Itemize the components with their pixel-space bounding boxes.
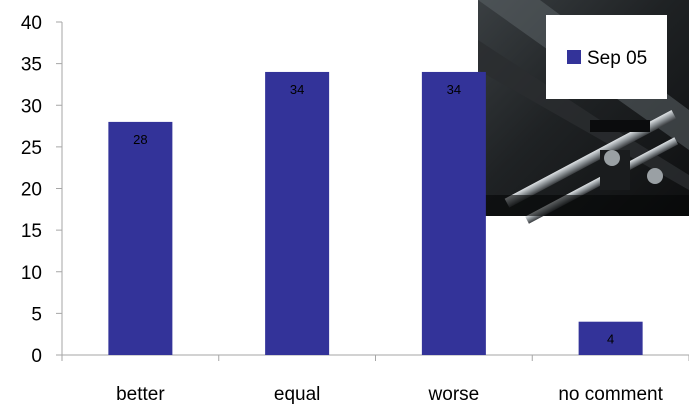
y-tick-label: 5 [31, 304, 42, 325]
data-label: 34 [447, 82, 461, 97]
legend-swatch [567, 50, 581, 64]
y-tick-label: 35 [21, 55, 42, 76]
labels: 0 5 10 15 20 25 30 35 40 28 better 34 equal 34 worse 4 n… [21, 13, 664, 405]
data-label: 4 [607, 332, 614, 347]
y-tick-label: 0 [31, 346, 42, 367]
bar-better [108, 121, 173, 356]
legend-background [546, 15, 667, 99]
data-label: 28 [133, 132, 147, 147]
y-tick-label: 30 [21, 96, 42, 117]
bar-worse [421, 71, 486, 355]
y-tick-label: 25 [21, 138, 42, 159]
x-category-label: better [116, 384, 165, 405]
x-category-label: worse [428, 384, 480, 405]
y-tick-label: 15 [21, 221, 42, 242]
y-tick-label: 40 [21, 13, 42, 34]
bar-no-comment [578, 321, 643, 355]
legend-label: Sep 05 [587, 48, 647, 69]
x-category-label: no comment [558, 384, 663, 405]
bar-equal [265, 71, 330, 355]
data-label: 34 [290, 82, 304, 97]
y-tick-label: 20 [21, 180, 42, 201]
bars [108, 71, 643, 356]
legend: Sep 05 [546, 15, 667, 99]
y-tick-label: 10 [21, 263, 42, 284]
x-category-label: equal [274, 384, 321, 405]
legend-box: Sep 05 [546, 15, 667, 99]
